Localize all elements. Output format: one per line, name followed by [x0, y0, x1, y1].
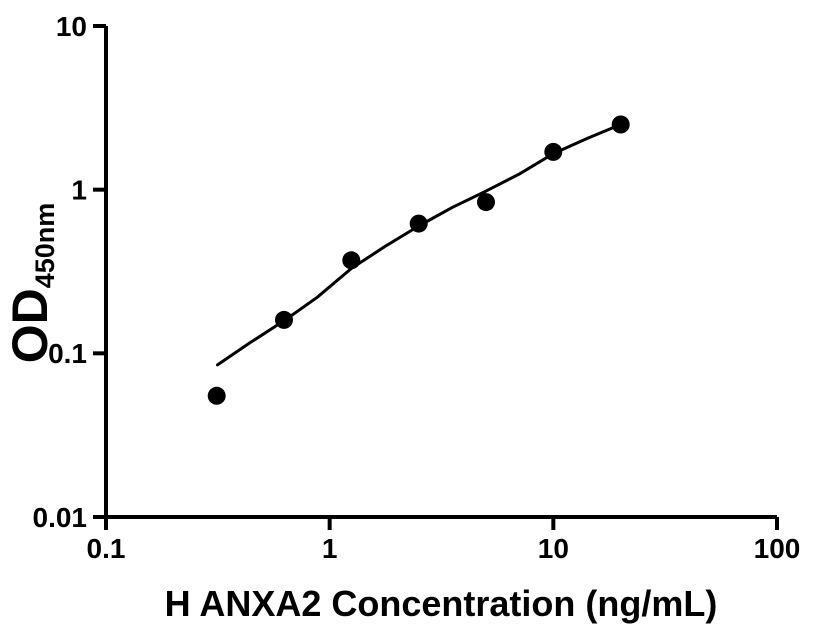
axis-spines: [104, 26, 777, 519]
data-point: [477, 193, 495, 212]
y-axis-title: OD450nm: [2, 203, 60, 364]
y-tick-label: 10: [56, 11, 87, 42]
x-axis-title: H ANXA2 Concentration (ng/mL): [165, 583, 718, 624]
data-point: [275, 310, 293, 329]
x-tick-label: 1: [322, 533, 338, 564]
x-tick-label: 100: [754, 533, 801, 564]
data-point: [342, 251, 361, 270]
data-point: [544, 142, 563, 161]
y-tick-label: 1: [71, 174, 87, 205]
y-tick-label: 0.1: [48, 338, 87, 369]
y-axis-title-main: OD: [2, 288, 58, 363]
data-point: [409, 214, 428, 233]
x-tick-label: 10: [538, 533, 569, 564]
fitted-curve: [216, 123, 623, 367]
y-axis-title-subscript: 450nm: [30, 203, 60, 289]
data-point: [207, 386, 226, 405]
y-tick-label: 0.01: [33, 502, 88, 533]
data-point: [611, 115, 630, 134]
x-tick-label: 0.1: [87, 533, 126, 564]
